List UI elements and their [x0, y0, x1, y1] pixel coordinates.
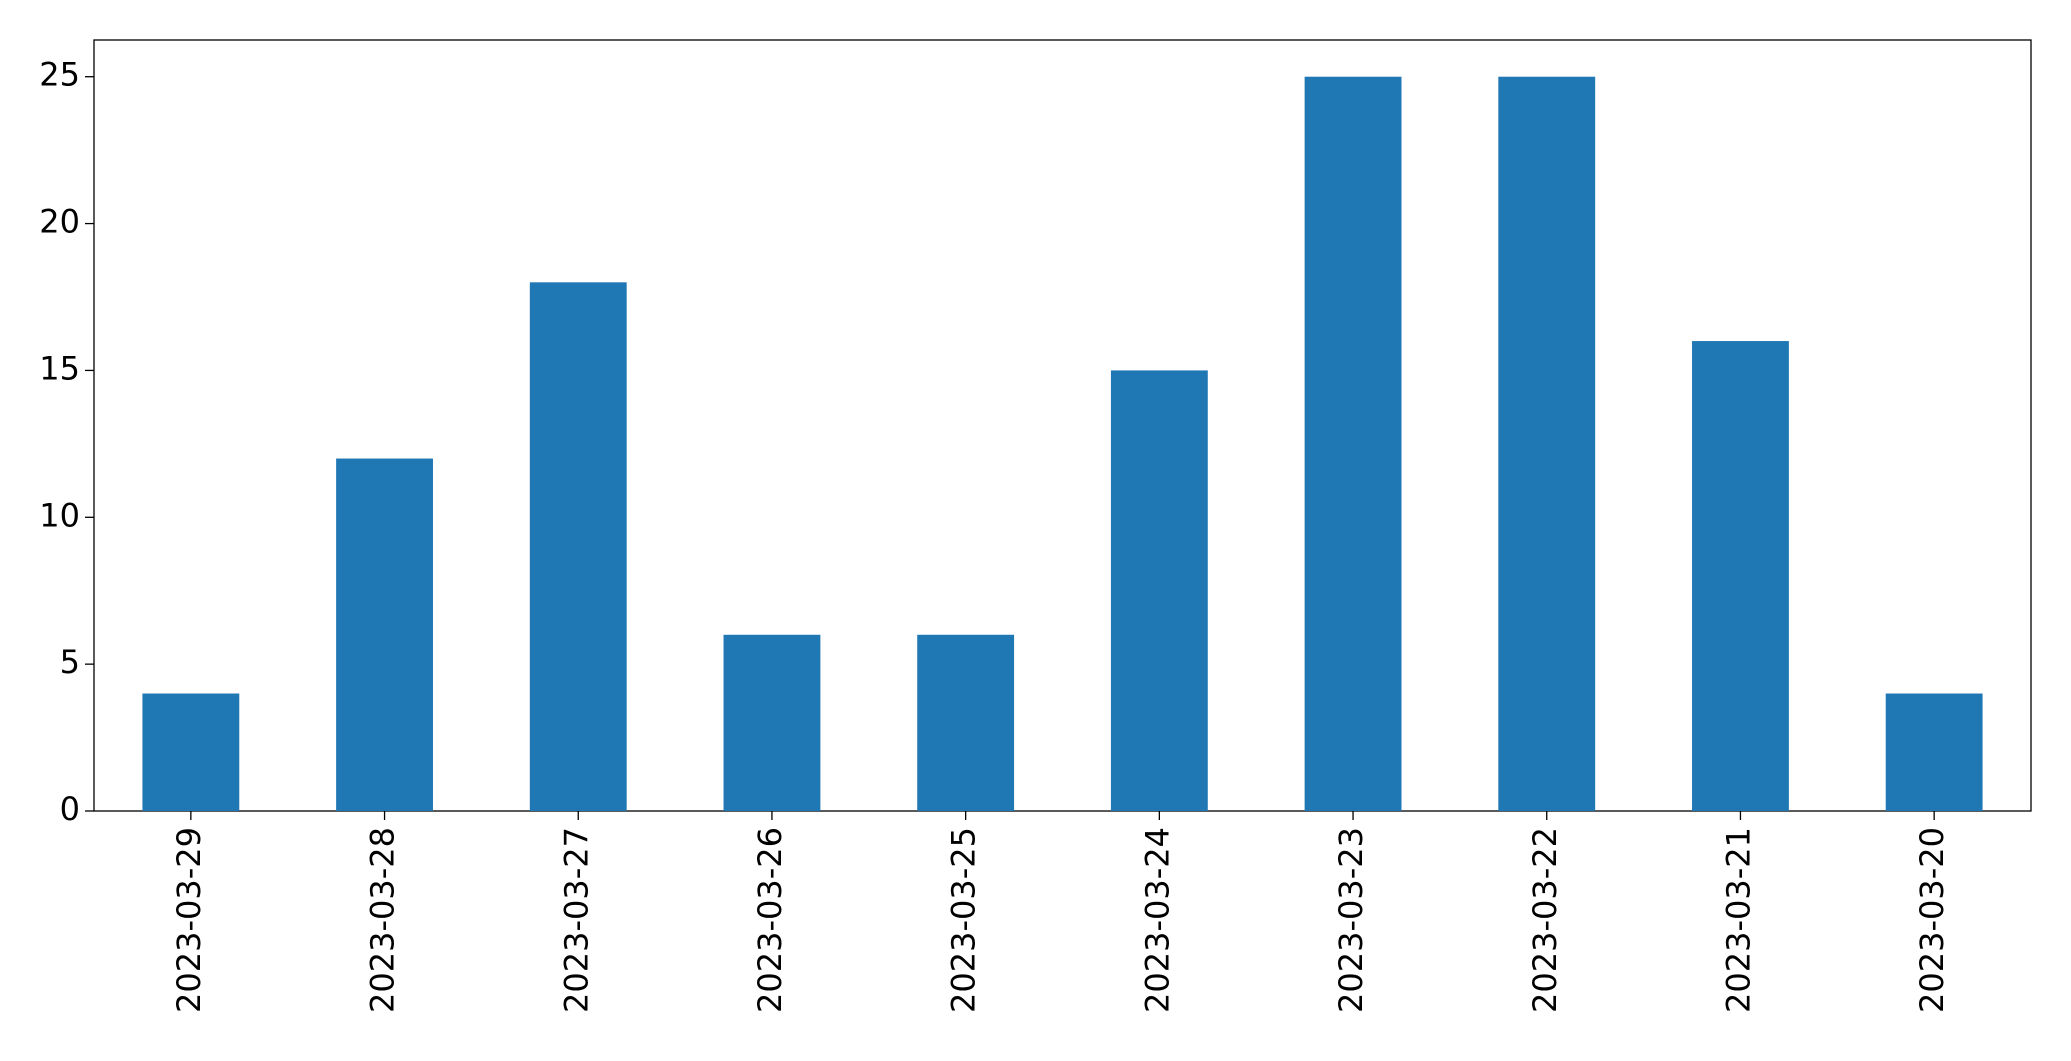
x-tick-label: 2023-03-22	[1526, 827, 1564, 1013]
bar	[336, 458, 433, 811]
bar	[1110, 370, 1208, 811]
x-tick-label: 2023-03-29	[170, 827, 208, 1013]
bar	[917, 634, 1015, 811]
y-tick-label: 10	[39, 496, 80, 534]
bar	[1304, 76, 1402, 811]
x-tick-label: 2023-03-26	[751, 827, 789, 1013]
x-tick-label: 2023-03-20	[1913, 827, 1951, 1013]
x-tick-label: 2023-03-28	[364, 827, 402, 1013]
bar	[1885, 693, 1983, 811]
bar	[1498, 76, 1596, 811]
y-tick-label: 0	[60, 790, 80, 828]
y-tick-label: 15	[39, 349, 80, 387]
plot-frame	[93, 39, 2032, 812]
y-tick-label: 5	[60, 643, 80, 681]
y-tick-label: 25	[39, 56, 80, 94]
bar	[1692, 341, 1789, 811]
bar	[723, 634, 821, 811]
x-tick-label: 2023-03-24	[1138, 827, 1176, 1013]
y-tick-label: 20	[39, 203, 80, 241]
bar	[142, 693, 240, 811]
x-tick-label: 2023-03-23	[1332, 827, 1370, 1013]
x-tick-label: 2023-03-21	[1719, 827, 1757, 1013]
x-tick-label: 2023-03-25	[945, 827, 983, 1013]
x-tick-label: 2023-03-27	[557, 827, 595, 1013]
bar	[529, 282, 627, 811]
